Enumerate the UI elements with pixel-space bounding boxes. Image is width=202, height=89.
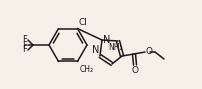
Text: N: N: [103, 35, 110, 45]
Text: F: F: [23, 40, 27, 49]
Text: Cl: Cl: [79, 18, 87, 27]
Text: CH₂: CH₂: [80, 65, 94, 74]
Text: F: F: [23, 36, 27, 44]
Text: NH₂: NH₂: [109, 43, 123, 52]
Text: N: N: [92, 45, 99, 55]
Text: F: F: [23, 45, 27, 54]
Text: O: O: [146, 48, 153, 57]
Text: O: O: [132, 66, 139, 75]
